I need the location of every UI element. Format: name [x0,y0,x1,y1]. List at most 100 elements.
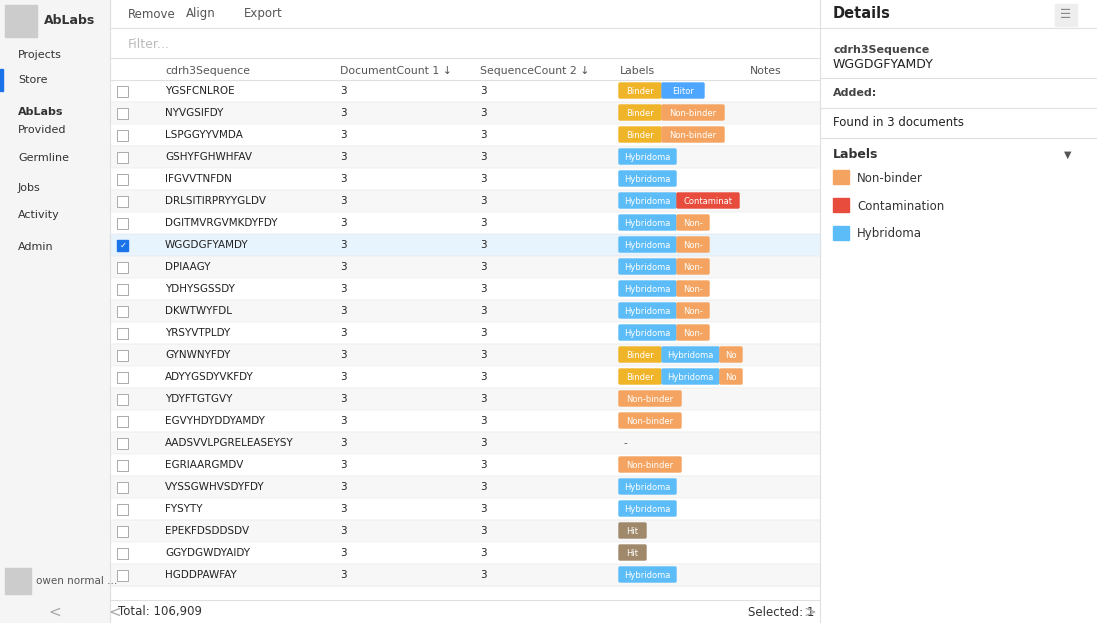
Text: WGGDGFYAMDY: WGGDGFYAMDY [165,240,249,250]
Text: FYSYTY: FYSYTY [165,504,203,514]
Text: YDHYSGSSDY: YDHYSGSSDY [165,284,235,294]
FancyBboxPatch shape [619,457,681,472]
Bar [110,256,819,278]
Text: Hybridoma: Hybridoma [624,571,670,579]
FancyBboxPatch shape [619,347,661,362]
Bar [117,569,128,581]
FancyBboxPatch shape [619,523,646,538]
Text: 3: 3 [340,350,347,360]
FancyBboxPatch shape [619,281,676,296]
Text: 3: 3 [480,570,487,580]
Text: HGDDPAWFAY: HGDDPAWFAY [165,570,237,580]
Text: DGITMVRGVMKDYFDY: DGITMVRGVMKDYFDY [165,218,278,228]
Text: 3: 3 [340,482,347,492]
Text: 3: 3 [340,504,347,514]
Text: 3: 3 [480,174,487,184]
Text: Hit: Hit [626,526,638,536]
Text: 3: 3 [480,240,487,250]
FancyBboxPatch shape [677,281,709,296]
FancyBboxPatch shape [619,149,676,164]
Text: 3: 3 [340,306,347,316]
Text: Labels: Labels [833,148,879,161]
FancyBboxPatch shape [619,567,676,582]
Bar [117,239,128,250]
Text: 3: 3 [480,130,487,140]
FancyBboxPatch shape [619,391,681,406]
FancyBboxPatch shape [720,347,742,362]
Text: 3: 3 [340,86,347,96]
FancyBboxPatch shape [619,413,681,428]
Bar [117,460,128,470]
Text: Details: Details [833,6,891,22]
Text: 3: 3 [340,284,347,294]
Text: YRSYVTPLDY: YRSYVTPLDY [165,328,230,338]
Bar [833,198,849,212]
Bar [110,322,819,344]
Bar [117,394,128,404]
Text: ✓: ✓ [120,240,126,249]
Text: Binder: Binder [626,108,654,118]
Bar [117,305,128,316]
Text: Hybridoma: Hybridoma [624,219,670,227]
Text: 3: 3 [480,86,487,96]
Text: ◓: ◓ [1062,6,1075,22]
Bar [110,146,819,168]
Bar [117,350,128,361]
Text: 3: 3 [340,570,347,580]
Text: 3: 3 [340,152,347,162]
Text: GSHYFGHWHFAV: GSHYFGHWHFAV [165,152,252,162]
Bar [117,262,128,272]
FancyBboxPatch shape [619,501,676,516]
Text: cdrh3Sequence: cdrh3Sequence [833,45,929,55]
FancyBboxPatch shape [677,259,709,274]
Text: Binder: Binder [626,373,654,381]
Text: 3: 3 [340,328,347,338]
Text: 3: 3 [480,548,487,558]
Text: Non-: Non- [683,307,703,315]
Text: AADSVVLPGRELEASEYSY: AADSVVLPGRELEASEYSY [165,438,294,448]
Bar [110,366,819,388]
Bar [117,108,128,118]
Text: 3: 3 [480,372,487,382]
Text: IFGVVTNFDN: IFGVVTNFDN [165,174,231,184]
Text: Activity: Activity [18,210,59,220]
Text: Hybridoma: Hybridoma [624,196,670,206]
Text: Hybridoma: Hybridoma [624,262,670,272]
Text: VYSSGWHVSDYFDY: VYSSGWHVSDYFDY [165,482,264,492]
Bar [110,564,819,586]
Text: Binder: Binder [626,351,654,359]
Text: Non-binder: Non-binder [669,108,716,118]
Text: DRLSITIRPRYYGLDV: DRLSITIRPRYYGLDV [165,196,265,206]
Text: DKWTWYFDL: DKWTWYFDL [165,306,231,316]
Text: 3: 3 [480,416,487,426]
Text: Hybridoma: Hybridoma [624,307,670,315]
Text: ▼: ▼ [1064,150,1072,160]
Text: 3: 3 [480,262,487,272]
Text: ADYYGSDYVKFDY: ADYYGSDYVKFDY [165,372,253,382]
Text: <: < [109,604,122,619]
FancyBboxPatch shape [677,237,709,252]
Text: Hybridoma: Hybridoma [667,373,714,381]
FancyBboxPatch shape [619,171,676,186]
FancyBboxPatch shape [619,479,676,494]
Text: Labels: Labels [620,66,655,76]
Text: Export: Export [244,7,283,21]
FancyBboxPatch shape [677,303,709,318]
Text: Hybridoma: Hybridoma [624,285,670,293]
FancyBboxPatch shape [661,369,719,384]
FancyBboxPatch shape [619,127,661,142]
Bar [110,80,819,102]
Text: Total: 106,909: Total: 106,909 [118,606,202,619]
Text: 3: 3 [340,394,347,404]
Text: 3: 3 [480,328,487,338]
Bar [833,226,849,240]
Text: 3: 3 [340,262,347,272]
Text: Hybridoma: Hybridoma [857,227,921,240]
Text: 3: 3 [480,482,487,492]
Text: NYVGSIFDY: NYVGSIFDY [165,108,224,118]
Text: Admin: Admin [18,242,54,252]
Text: 3: 3 [480,306,487,316]
Bar [117,151,128,163]
Text: 3: 3 [480,284,487,294]
Text: EPEKFDSDDSDV: EPEKFDSDDSDV [165,526,249,536]
